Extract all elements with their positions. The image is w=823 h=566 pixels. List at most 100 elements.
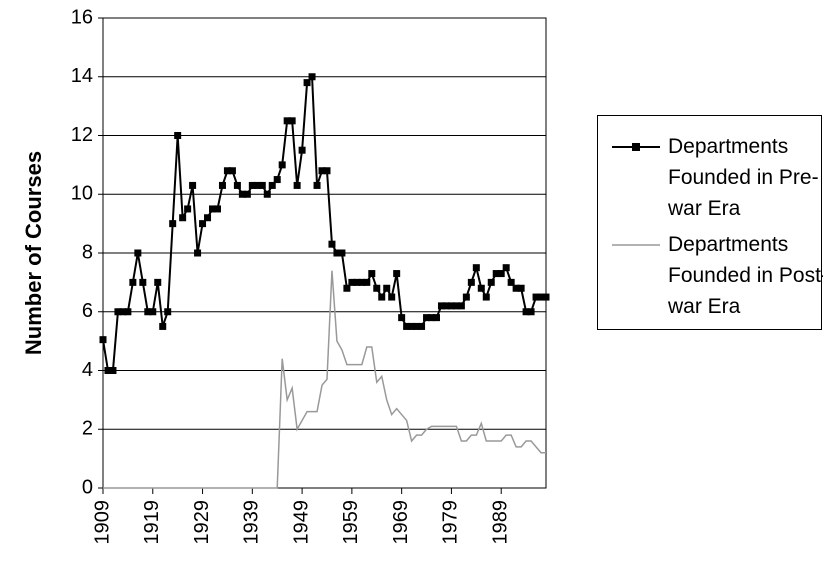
data-point — [278, 161, 286, 169]
data-point — [497, 270, 505, 278]
data-point — [283, 117, 291, 125]
x-tick-label: 1949 — [290, 500, 312, 545]
data-point — [442, 302, 450, 310]
data-point — [373, 284, 381, 292]
data-point — [263, 190, 271, 198]
data-point — [447, 302, 455, 310]
x-tick-label: 1989 — [489, 500, 511, 544]
data-point — [437, 302, 445, 310]
data-point — [348, 278, 356, 286]
y-tick-label: 0 — [82, 476, 93, 498]
data-point — [393, 270, 401, 278]
data-point — [253, 181, 261, 189]
y-axis-title: Number of Courses — [21, 151, 46, 355]
y-tick-label: 16 — [71, 6, 93, 28]
data-point — [537, 293, 545, 301]
data-point — [403, 322, 411, 330]
data-point — [313, 181, 321, 189]
data-point — [199, 220, 207, 228]
data-point — [323, 167, 331, 175]
data-point — [308, 73, 316, 81]
plot-frame — [102, 17, 547, 489]
data-point — [109, 367, 117, 374]
y-tick-label: 10 — [71, 183, 93, 205]
data-point — [353, 278, 361, 286]
legend-symbols — [612, 143, 660, 246]
data-point — [452, 302, 460, 310]
data-point — [179, 214, 187, 222]
data-point — [512, 284, 520, 292]
data-point — [233, 181, 241, 189]
x-tick-label: 1909 — [91, 500, 113, 545]
data-point — [164, 308, 172, 316]
data-point — [378, 293, 386, 301]
data-point — [288, 117, 296, 125]
data-point — [174, 132, 182, 139]
data-point — [258, 181, 266, 189]
data-point — [213, 205, 221, 213]
data-point — [184, 205, 192, 213]
legend: Departments Founded in Pre-war Era Depar… — [597, 115, 823, 330]
data-point — [418, 322, 426, 330]
data-point — [507, 278, 515, 286]
data-point — [189, 181, 197, 189]
data-point — [542, 293, 550, 301]
data-point — [472, 264, 480, 272]
data-point — [388, 293, 396, 301]
data-point — [134, 249, 142, 257]
data-point — [204, 214, 212, 222]
data-point — [114, 308, 122, 316]
data-point — [527, 308, 535, 316]
data-point — [428, 314, 436, 322]
data-point — [522, 308, 530, 316]
data-point — [343, 284, 351, 292]
x-tick-label: 1919 — [141, 500, 163, 545]
y-tick-label: 6 — [82, 300, 93, 322]
data-point — [169, 220, 177, 228]
data-point — [268, 181, 276, 189]
x-tick-label: 1959 — [340, 500, 362, 545]
data-point — [303, 79, 311, 87]
data-point — [492, 270, 500, 278]
data-point — [363, 278, 371, 286]
x-tick-label: 1969 — [390, 500, 412, 545]
legend-label: Departments Founded in Post-war Era — [668, 233, 823, 318]
data-point — [328, 240, 336, 248]
data-point — [432, 314, 440, 322]
data-point — [223, 167, 231, 175]
data-point — [243, 190, 251, 198]
data-point — [487, 278, 495, 286]
series-line — [103, 270, 546, 489]
legend-marker — [632, 143, 640, 151]
data-point — [218, 181, 226, 189]
data-point — [517, 284, 525, 292]
data-point — [248, 181, 256, 189]
data-point — [119, 308, 127, 316]
data-point — [457, 302, 465, 310]
data-point — [238, 190, 246, 198]
data-point — [358, 278, 366, 286]
data-point — [318, 167, 326, 175]
data-point — [502, 264, 510, 272]
x-tick-label: 1929 — [191, 500, 213, 545]
y-tick-label: 8 — [82, 241, 93, 263]
y-tick-label: 2 — [82, 418, 93, 440]
data-point — [209, 205, 217, 213]
data-point — [154, 278, 162, 286]
data-point — [423, 314, 431, 322]
data-point — [477, 284, 485, 292]
data-point — [293, 181, 301, 189]
data-point — [104, 367, 112, 374]
y-tick-label: 14 — [71, 65, 93, 87]
y-tick-label: 12 — [71, 124, 93, 146]
x-tick-label: 1939 — [241, 500, 263, 545]
data-point — [298, 146, 306, 154]
data-point — [467, 278, 475, 286]
data-point — [408, 322, 416, 330]
data-point — [413, 322, 421, 330]
data-point — [333, 249, 341, 257]
data-point — [149, 308, 157, 316]
data-point — [383, 284, 391, 292]
data-point — [462, 293, 470, 301]
